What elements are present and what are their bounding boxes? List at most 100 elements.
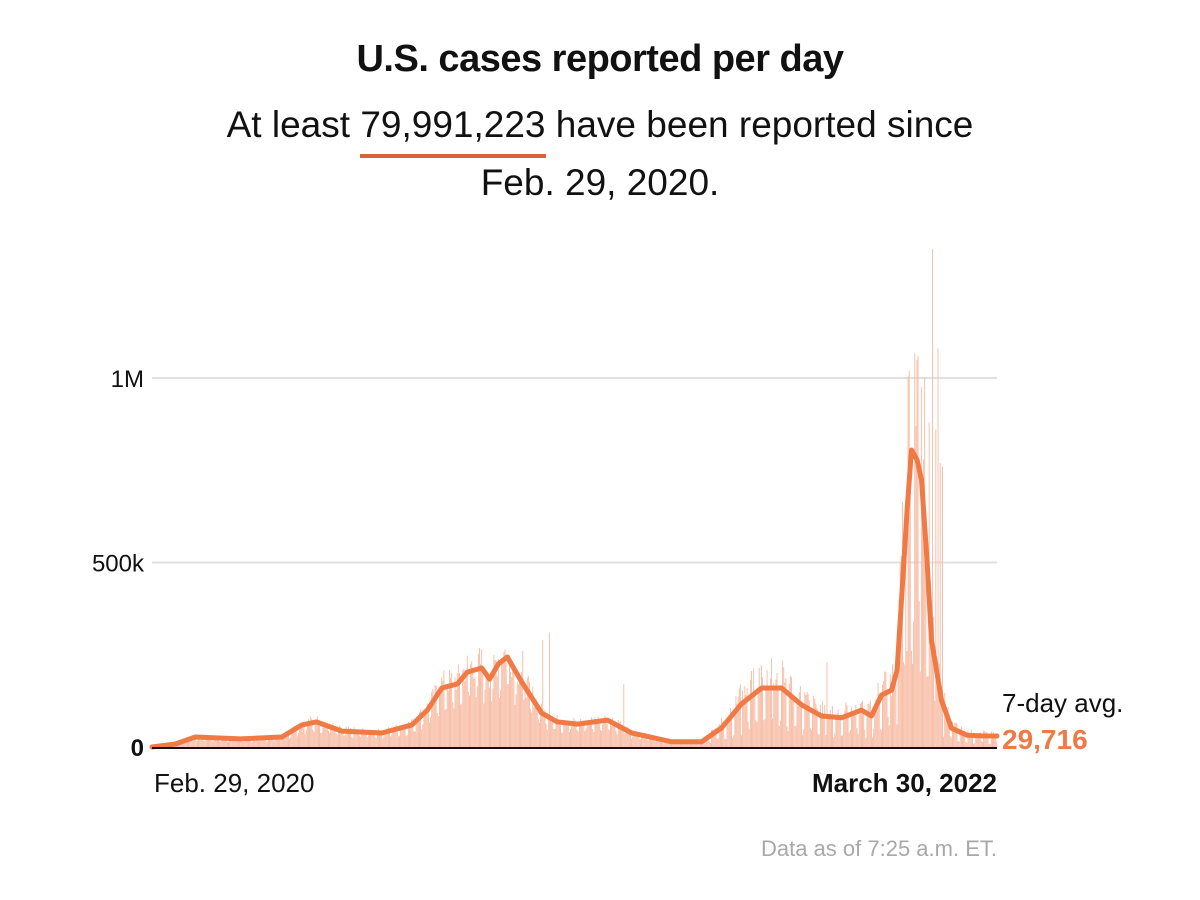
daily-bar bbox=[799, 686, 801, 747]
daily-bar bbox=[668, 742, 670, 747]
daily-bar bbox=[531, 712, 533, 747]
daily-bar bbox=[674, 742, 676, 747]
daily-bar bbox=[828, 714, 830, 747]
daily-bar bbox=[254, 737, 256, 747]
daily-bar bbox=[663, 743, 665, 747]
daily-bar bbox=[508, 654, 510, 747]
daily-bar bbox=[554, 728, 556, 747]
daily-bar bbox=[957, 741, 959, 747]
daily-bar bbox=[590, 723, 591, 747]
daily-bar bbox=[976, 733, 978, 747]
daily-bar bbox=[846, 705, 848, 747]
daily-bar bbox=[314, 721, 316, 747]
daily-bar bbox=[914, 353, 916, 747]
daily-bar bbox=[459, 673, 460, 747]
daily-bar bbox=[483, 703, 485, 747]
daily-bar bbox=[564, 725, 566, 747]
daily-bar bbox=[993, 732, 995, 747]
daily-bar bbox=[422, 724, 424, 747]
daily-bar bbox=[756, 722, 758, 747]
daily-bar bbox=[849, 729, 851, 747]
daily-bar bbox=[625, 727, 627, 747]
daily-bar bbox=[664, 741, 666, 747]
daily-bar bbox=[369, 730, 370, 747]
daily-bar bbox=[860, 702, 862, 747]
daily-bar bbox=[752, 697, 754, 747]
daily-bar bbox=[189, 741, 191, 747]
daily-bar bbox=[913, 621, 915, 747]
daily-bar bbox=[814, 698, 816, 747]
daily-bar bbox=[708, 741, 710, 747]
daily-bar bbox=[260, 736, 262, 747]
seven-day-avg-label: 7-day avg. bbox=[1002, 688, 1123, 718]
daily-bar bbox=[363, 729, 365, 747]
daily-bar bbox=[847, 717, 849, 747]
daily-bar bbox=[806, 691, 808, 747]
daily-bar bbox=[276, 738, 278, 747]
daily-bar bbox=[823, 716, 825, 747]
daily-bar bbox=[206, 735, 208, 747]
daily-bar bbox=[432, 689, 434, 747]
daily-bar bbox=[965, 741, 967, 747]
daily-bar bbox=[435, 685, 437, 747]
daily-bar bbox=[660, 737, 661, 747]
daily-bar bbox=[802, 734, 804, 747]
daily-bar bbox=[812, 712, 814, 747]
daily-bar bbox=[198, 738, 199, 747]
daily-bar bbox=[741, 735, 742, 747]
daily-bar bbox=[666, 740, 668, 747]
daily-bar bbox=[521, 672, 523, 747]
daily-bar bbox=[336, 734, 338, 747]
daily-bar bbox=[525, 697, 527, 747]
daily-bar bbox=[538, 722, 540, 747]
daily-bar bbox=[324, 724, 326, 747]
daily-bar bbox=[514, 704, 516, 747]
daily-bar bbox=[239, 737, 241, 747]
daily-bar bbox=[437, 716, 439, 747]
daily-bar bbox=[214, 737, 216, 747]
daily-bar bbox=[614, 720, 616, 747]
daily-bar bbox=[494, 659, 496, 747]
daily-bar bbox=[705, 738, 707, 747]
daily-bar bbox=[715, 728, 717, 747]
daily-bar bbox=[517, 684, 519, 747]
daily-bar bbox=[242, 741, 244, 747]
daily-bar bbox=[417, 721, 419, 747]
daily-bar bbox=[610, 719, 611, 747]
daily-bar bbox=[974, 743, 976, 747]
daily-bar bbox=[758, 667, 760, 747]
daily-bar bbox=[902, 501, 903, 747]
daily-bar bbox=[399, 735, 400, 747]
daily-bar bbox=[576, 730, 578, 747]
daily-bar bbox=[515, 694, 517, 747]
daily-bar bbox=[926, 676, 928, 747]
daily-bar bbox=[280, 736, 282, 747]
daily-bar bbox=[980, 741, 982, 747]
daily-bar bbox=[897, 661, 899, 747]
daily-bar bbox=[219, 741, 221, 747]
daily-bar bbox=[788, 683, 790, 747]
daily-bar bbox=[533, 707, 535, 747]
daily-bar bbox=[558, 721, 560, 747]
daily-bar bbox=[944, 692, 946, 747]
daily-bar bbox=[367, 735, 369, 747]
daily-bar bbox=[933, 616, 935, 747]
daily-bar bbox=[213, 738, 215, 747]
daily-bar bbox=[504, 649, 506, 747]
daily-bar bbox=[271, 736, 273, 747]
daily-bar bbox=[656, 739, 658, 747]
daily-bar bbox=[385, 728, 387, 747]
daily-bar bbox=[714, 729, 716, 747]
daily-bar bbox=[784, 682, 786, 747]
daily-bar bbox=[355, 729, 357, 747]
daily-bar bbox=[743, 701, 745, 747]
daily-bar bbox=[946, 709, 948, 747]
daily-bar bbox=[835, 716, 837, 747]
daily-bar bbox=[221, 737, 223, 747]
daily-bar bbox=[813, 695, 815, 747]
daily-bar bbox=[955, 722, 957, 747]
daily-bar bbox=[662, 741, 664, 747]
daily-bar bbox=[796, 700, 798, 747]
daily-bar bbox=[238, 737, 239, 747]
daily-bar bbox=[185, 740, 187, 747]
